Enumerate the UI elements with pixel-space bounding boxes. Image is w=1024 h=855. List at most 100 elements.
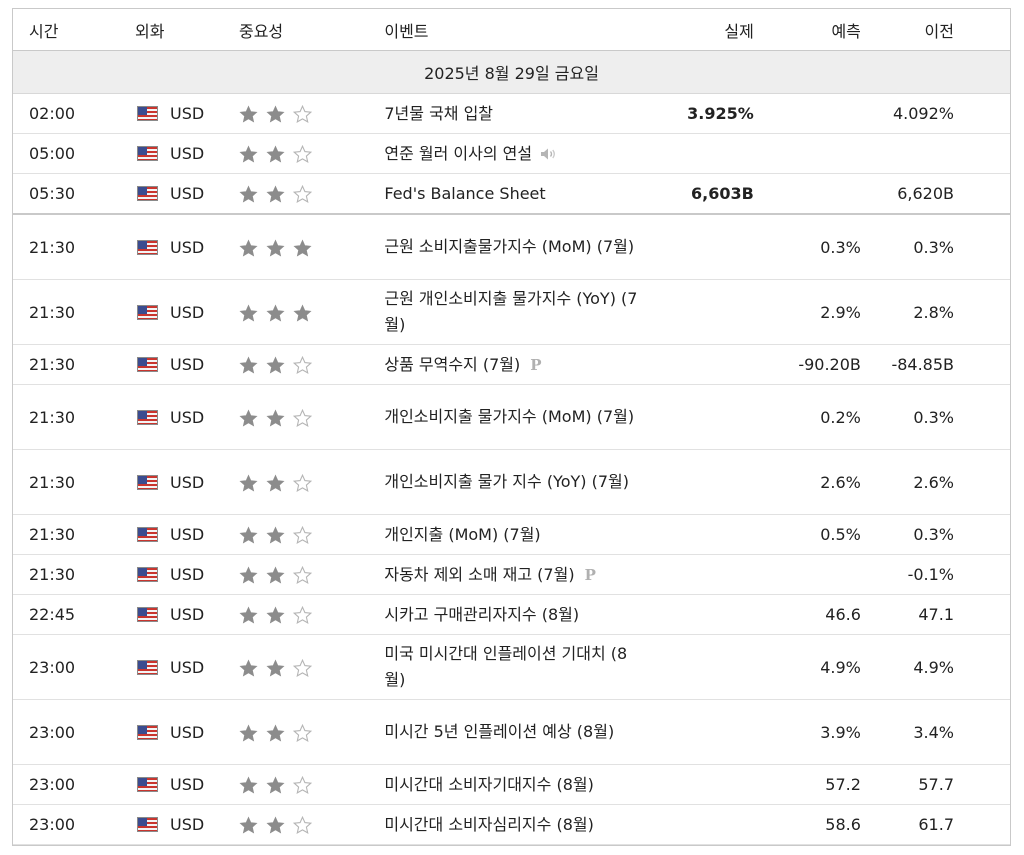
event-name[interactable]: 미시간대 소비자심리지수 (8월): [384, 815, 593, 834]
event-importance: [223, 555, 364, 595]
event-forecast: 57.2: [770, 765, 877, 805]
event-previous: -0.1%: [877, 555, 1010, 595]
event-row[interactable]: 23:00 USD 미시간대 소비자기대지수 (8월) 57.2 57.7: [13, 765, 1010, 805]
event-actual: [653, 280, 769, 345]
star-filled-icon: [266, 526, 285, 544]
event-name[interactable]: 시카고 구매관리자지수 (8월): [384, 605, 579, 624]
event-currency: USD: [170, 605, 204, 624]
event-row[interactable]: 21:30 USD 개인소비지출 물가지수 (MoM) (7월) 0.2% 0.3%: [13, 385, 1010, 450]
event-row[interactable]: 21:30 USD 개인지출 (MoM) (7월) 0.5% 0.3%: [13, 515, 1010, 555]
star-filled-icon: [239, 526, 258, 544]
event-name[interactable]: 미국 미시간대 인플레이션 기대치 (8월): [384, 644, 627, 689]
event-actual: [653, 595, 769, 635]
calendar-table: 시간 외화 중요성 이벤트 실제 예측 이전 2025년 8월 29일 금요일 …: [13, 9, 1010, 845]
event-name[interactable]: 개인소비지출 물가 지수 (YoY) (7월): [384, 472, 629, 491]
event-time: 23:00: [13, 700, 119, 765]
event-row[interactable]: 21:30 USD 자동차 제외 소매 재고 (7월) P -0.1%: [13, 555, 1010, 595]
event-importance: [223, 595, 364, 635]
star-filled-icon: [266, 105, 285, 123]
event-previous: [877, 134, 1010, 174]
event-importance: [223, 214, 364, 280]
event-time: 02:00: [13, 94, 119, 134]
event-name[interactable]: 7년물 국채 입찰: [384, 104, 493, 123]
us-flag-icon: [137, 357, 158, 372]
event-cell: 연준 월러 이사의 연설: [364, 134, 653, 174]
event-previous: 2.8%: [877, 280, 1010, 345]
event-importance: [223, 515, 364, 555]
event-currency: USD: [170, 815, 204, 834]
star-empty-icon: [293, 526, 312, 544]
event-previous: 6,620B: [877, 174, 1010, 215]
event-row[interactable]: 23:00 USD 미시간 5년 인플레이션 예상 (8월) 3.9% 3.4%: [13, 700, 1010, 765]
event-currency: USD: [170, 144, 204, 163]
star-filled-icon: [239, 606, 258, 624]
event-row[interactable]: 05:00 USD 연준 월러 이사의 연설: [13, 134, 1010, 174]
event-importance: [223, 385, 364, 450]
event-forecast: [770, 134, 877, 174]
event-row[interactable]: 21:30 USD 근원 개인소비지출 물가지수 (YoY) (7월) 2.9% 2.8…: [13, 280, 1010, 345]
star-filled-icon: [239, 304, 258, 322]
event-currency-cell: USD: [119, 635, 223, 700]
header-currency: 외화: [119, 9, 223, 51]
event-currency: USD: [170, 565, 204, 584]
event-currency: USD: [170, 303, 204, 322]
event-actual: [653, 134, 769, 174]
event-row[interactable]: 02:00 USD 7년물 국채 입찰 3.925% 4.092%: [13, 94, 1010, 134]
event-forecast: 0.2%: [770, 385, 877, 450]
event-cell: 미시간 5년 인플레이션 예상 (8월): [364, 700, 653, 765]
event-cell: 미시간대 소비자기대지수 (8월): [364, 765, 653, 805]
date-row: 2025년 8월 29일 금요일: [13, 51, 1010, 94]
event-row[interactable]: 22:45 USD 시카고 구매관리자지수 (8월) 46.6 47.1: [13, 595, 1010, 635]
us-flag-icon: [137, 475, 158, 490]
event-row[interactable]: 21:30 USD 상품 무역수지 (7월) P -90.20B -84.85B: [13, 345, 1010, 385]
header-previous: 이전: [877, 9, 1010, 51]
event-cell: 시카고 구매관리자지수 (8월): [364, 595, 653, 635]
event-name[interactable]: 미시간 5년 인플레이션 예상 (8월): [384, 722, 614, 741]
event-forecast: [770, 174, 877, 215]
event-name[interactable]: 미시간대 소비자기대지수 (8월): [384, 775, 593, 794]
event-time: 21:30: [13, 515, 119, 555]
event-row[interactable]: 23:00 USD 미시간대 소비자심리지수 (8월) 58.6 61.7: [13, 805, 1010, 845]
event-cell: 미시간대 소비자심리지수 (8월): [364, 805, 653, 845]
date-label: 2025년 8월 29일 금요일: [13, 51, 1010, 94]
event-actual: [653, 385, 769, 450]
speaker-icon[interactable]: [540, 147, 558, 161]
star-empty-icon: [293, 185, 312, 203]
event-actual: [653, 555, 769, 595]
event-currency-cell: USD: [119, 515, 223, 555]
event-currency-cell: USD: [119, 214, 223, 280]
event-row[interactable]: 21:30 USD 근원 소비지출물가지수 (MoM) (7월) 0.3% 0.3%: [13, 214, 1010, 280]
event-currency-cell: USD: [119, 595, 223, 635]
event-row[interactable]: 23:00 USD 미국 미시간대 인플레이션 기대치 (8월) 4.9% 4.9%: [13, 635, 1010, 700]
event-row[interactable]: 05:30 USD Fed's Balance Sheet 6,603B 6,620B: [13, 174, 1010, 215]
event-name[interactable]: 근원 개인소비지출 물가지수 (YoY) (7월): [384, 289, 637, 334]
us-flag-icon: [137, 305, 158, 320]
star-filled-icon: [266, 145, 285, 163]
event-name[interactable]: 자동차 제외 소매 재고 (7월): [384, 565, 574, 584]
event-currency: USD: [170, 104, 204, 123]
event-name[interactable]: 연준 월러 이사의 연설: [384, 144, 532, 163]
event-currency-cell: USD: [119, 385, 223, 450]
event-name[interactable]: 개인소비지출 물가지수 (MoM) (7월): [384, 407, 634, 426]
us-flag-icon: [137, 725, 158, 740]
event-previous: 4.092%: [877, 94, 1010, 134]
star-filled-icon: [266, 566, 285, 584]
event-time: 21:30: [13, 385, 119, 450]
event-forecast: 4.9%: [770, 635, 877, 700]
star-filled-icon: [293, 304, 312, 322]
event-name[interactable]: 상품 무역수지 (7월): [384, 355, 520, 374]
event-cell: Fed's Balance Sheet: [364, 174, 653, 215]
event-previous: 4.9%: [877, 635, 1010, 700]
event-name[interactable]: Fed's Balance Sheet: [384, 184, 545, 203]
star-filled-icon: [239, 185, 258, 203]
event-name[interactable]: 근원 소비지출물가지수 (MoM) (7월): [384, 237, 634, 256]
event-previous: 0.3%: [877, 214, 1010, 280]
event-time: 23:00: [13, 635, 119, 700]
event-currency-cell: USD: [119, 765, 223, 805]
us-flag-icon: [137, 410, 158, 425]
event-row[interactable]: 21:30 USD 개인소비지출 물가 지수 (YoY) (7월) 2.6% 2.6%: [13, 450, 1010, 515]
event-currency-cell: USD: [119, 94, 223, 134]
event-actual: [653, 450, 769, 515]
us-flag-icon: [137, 527, 158, 542]
event-name[interactable]: 개인지출 (MoM) (7월): [384, 525, 540, 544]
